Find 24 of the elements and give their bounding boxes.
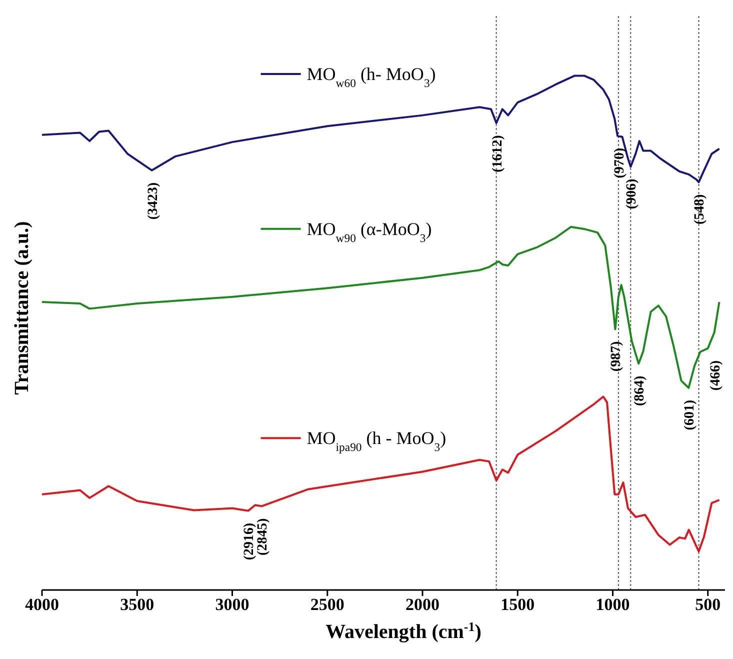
annotation: (2845) (256, 518, 271, 556)
annotation: (906) (624, 178, 640, 210)
annotation: (970) (612, 148, 628, 178)
x-tick-label: 500 (695, 595, 721, 614)
legend-label: MO$_{w60}$ (h- MoO$_{3}$) (306, 64, 436, 90)
x-axis-title: Wavelength (cm$^{-1}$) (326, 618, 482, 643)
x-tick-label: 1000 (596, 595, 630, 614)
annotation: (466) (708, 360, 724, 391)
annotation: (864) (632, 375, 648, 406)
annotation: (548) (692, 194, 708, 224)
x-tick-label: 4000 (25, 595, 59, 614)
x-tick-label: 2000 (406, 595, 440, 614)
x-tick-label: 1500 (500, 595, 535, 614)
x-tick-label: 3500 (120, 595, 154, 614)
annotation: (3423) (146, 182, 161, 220)
x-tick-label: 3000 (215, 595, 250, 614)
x-tick-label: 2500 (310, 595, 344, 614)
legend-label: MO$_{w90}$ (α-MoO$_{3}$) (306, 218, 432, 244)
annotation: (601) (682, 400, 698, 430)
y-axis-title: Transmittance (a.u.) (11, 221, 33, 395)
legend-label: MO$_{ipa90}$ (h - MoO$_{3}$) (306, 428, 446, 454)
annotation: (2916) (242, 522, 258, 560)
annotation: (987) (609, 340, 624, 372)
annotation: (1612) (490, 134, 506, 172)
